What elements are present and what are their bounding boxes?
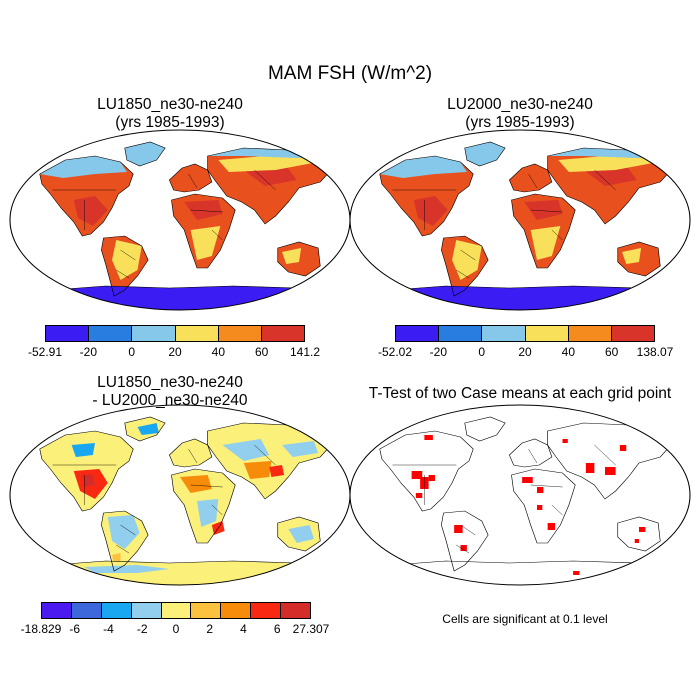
ttest-significant-cells (411, 435, 646, 575)
colorbar-tick-label: 138.07 (636, 345, 674, 359)
colorbar-swatch (439, 326, 483, 341)
colorbar-tick-label: -18.829 (20, 622, 62, 636)
colorbar-lu2000-labels: -52.02 -20 0 20 40 60 138.07 (378, 345, 673, 361)
panel3-title-line2: - LU2000_ne30-ne240 (92, 391, 248, 409)
colorbar-tick-label: -52.91 (27, 345, 63, 359)
colorbar-lu1850-labels: -52.91 -20 0 20 40 60 141.2 (28, 345, 320, 361)
colorbar-swatch (396, 326, 440, 341)
panel2-title-line2: (yrs 1985-1993) (465, 113, 575, 131)
panel3-title-line1: LU1850_ne30-ne240 (97, 374, 243, 391)
map3-positive (73, 461, 285, 565)
colorbar-tick-label: 4 (240, 622, 247, 636)
panel1-title-line1: LU1850_ne30-ne240 (97, 96, 243, 113)
colorbar-swatch (46, 326, 90, 341)
colorbar-swatch (281, 603, 311, 618)
map-lu2000 (349, 129, 691, 311)
colorbar-tick-label: 40 (561, 345, 576, 359)
colorbar-tick-label: -52.02 (377, 345, 413, 359)
colorbar-swatch (89, 326, 133, 341)
colorbar-swatch (525, 326, 569, 341)
colorbar-swatch (132, 326, 176, 341)
colorbar-swatch (71, 603, 102, 618)
map2-moderate (452, 154, 659, 280)
colorbar-tick-label: -6 (69, 622, 81, 636)
map-ttest (349, 404, 691, 586)
panel3-title: LU1850_ne30-ne240 - LU2000_ne30-ne240 (10, 374, 330, 410)
colorbar-swatch (261, 326, 305, 341)
significance-note: Cells are significant at 0.1 level (442, 612, 608, 626)
colorbar-tick-label: -2 (136, 622, 148, 636)
panel1-title-line2: (yrs 1985-1993) (115, 113, 225, 131)
map-difference (9, 404, 351, 586)
map3-negative (71, 423, 319, 549)
panel4-title: T-Test of two Case means at each grid po… (340, 385, 700, 403)
colorbar-difference-labels: -18.829 -6 -4 -2 0 2 4 6 27.307 (21, 622, 330, 638)
map2-hotspots (413, 166, 637, 226)
map1-hotspots (73, 166, 297, 226)
colorbar-tick-label: 27.307 (292, 622, 330, 636)
map1-moderate (112, 154, 319, 280)
colorbar-tick-label: 40 (211, 345, 226, 359)
panel1-title: LU1850_ne30-ne240 (yrs 1985-1993) (10, 96, 330, 132)
colorbar-swatch (221, 603, 252, 618)
colorbar-swatch (161, 603, 192, 618)
colorbar-tick-label: 60 (604, 345, 619, 359)
colorbar-tick-label: 0 (128, 345, 135, 359)
colorbar-swatch (218, 326, 262, 341)
colorbar-tick-label: 60 (254, 345, 269, 359)
colorbar-tick-label: -20 (79, 345, 97, 359)
colorbar-tick-label: 2 (206, 622, 214, 636)
main-title: MAM FSH (W/m^2) (267, 63, 433, 84)
colorbar-lu1850 (45, 325, 305, 342)
colorbar-tick-label: 6 (273, 622, 281, 636)
panel2-title: LU2000_ne30-ne240 (yrs 1985-1993) (360, 96, 680, 132)
map-lu1850 (9, 129, 351, 311)
colorbar-tick-label: 141.2 (289, 345, 321, 359)
colorbar-swatch (568, 326, 612, 341)
colorbar-swatch (42, 603, 72, 618)
panel2-title-line1: LU2000_ne30-ne240 (447, 96, 593, 113)
colorbar-difference (41, 602, 311, 619)
colorbar-swatch (251, 603, 282, 618)
colorbar-tick-label: 0 (172, 622, 180, 636)
colorbar-lu2000 (395, 325, 655, 342)
colorbar-tick-label: 0 (478, 345, 485, 359)
colorbar-swatch (101, 603, 132, 618)
map1-cool (39, 142, 325, 178)
colorbar-swatch (611, 326, 655, 341)
colorbar-swatch (482, 326, 526, 341)
panel4-title-line1: T-Test of two Case means at each grid po… (368, 385, 672, 402)
colorbar-tick-label: 20 (518, 345, 532, 359)
colorbar-tick-label: 20 (168, 345, 182, 359)
map2-cool (379, 142, 665, 178)
colorbar-swatch (131, 603, 162, 618)
colorbar-tick-label: -20 (429, 345, 447, 359)
colorbar-tick-label: -4 (103, 622, 114, 636)
colorbar-swatch (191, 603, 222, 618)
colorbar-swatch (175, 326, 219, 341)
